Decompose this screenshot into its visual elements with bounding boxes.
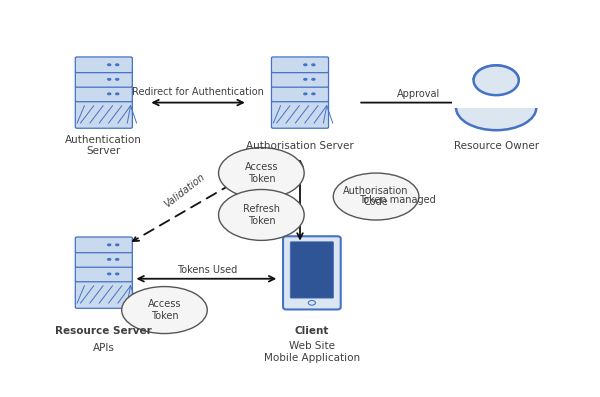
FancyBboxPatch shape (75, 281, 133, 308)
FancyBboxPatch shape (271, 100, 329, 128)
Text: Access
Token: Access Token (245, 162, 278, 184)
FancyBboxPatch shape (290, 242, 334, 298)
FancyBboxPatch shape (75, 237, 133, 253)
FancyBboxPatch shape (283, 236, 341, 310)
FancyBboxPatch shape (271, 57, 329, 73)
Circle shape (115, 93, 119, 95)
Text: Approval: Approval (397, 89, 440, 98)
Text: Tokens Used: Tokens Used (176, 265, 237, 275)
Text: Token managed: Token managed (359, 195, 436, 205)
Text: Refresh
Token: Refresh Token (243, 204, 280, 226)
Circle shape (107, 243, 112, 247)
Circle shape (115, 243, 119, 247)
FancyBboxPatch shape (75, 252, 133, 267)
FancyBboxPatch shape (271, 71, 329, 87)
Bar (452, 80, 541, 108)
Text: Redirect for Authentication: Redirect for Authentication (132, 87, 263, 97)
Circle shape (107, 78, 112, 81)
Ellipse shape (218, 189, 304, 241)
Circle shape (308, 301, 316, 305)
Text: Validation: Validation (162, 172, 206, 210)
Text: APIs: APIs (93, 343, 115, 353)
Circle shape (303, 93, 308, 95)
Circle shape (311, 93, 316, 95)
Circle shape (115, 78, 119, 81)
Text: Access
Token: Access Token (148, 299, 181, 321)
Circle shape (473, 66, 519, 95)
Circle shape (107, 63, 112, 66)
Circle shape (311, 63, 316, 66)
FancyBboxPatch shape (271, 86, 329, 102)
Text: Authentication
Server: Authentication Server (65, 135, 142, 156)
FancyBboxPatch shape (75, 86, 133, 102)
Text: Web Site
Mobile Application: Web Site Mobile Application (264, 341, 360, 363)
FancyBboxPatch shape (75, 100, 133, 128)
Circle shape (115, 272, 119, 276)
FancyBboxPatch shape (75, 71, 133, 87)
Circle shape (115, 258, 119, 261)
Circle shape (303, 78, 308, 81)
FancyBboxPatch shape (75, 57, 133, 73)
Text: Authorisation
Code: Authorisation Code (343, 186, 409, 207)
Text: Resource Server: Resource Server (55, 326, 152, 336)
Circle shape (107, 272, 112, 276)
Text: Client: Client (295, 326, 329, 336)
Ellipse shape (218, 148, 304, 198)
Circle shape (473, 66, 519, 95)
Circle shape (107, 258, 112, 261)
Circle shape (303, 63, 308, 66)
Ellipse shape (456, 85, 536, 130)
Ellipse shape (122, 287, 207, 333)
Text: Authorisation Server: Authorisation Server (246, 141, 354, 150)
Circle shape (115, 63, 119, 66)
Text: Resource Owner: Resource Owner (454, 141, 539, 150)
Ellipse shape (333, 173, 419, 220)
Circle shape (107, 93, 112, 95)
Circle shape (311, 78, 316, 81)
FancyBboxPatch shape (75, 266, 133, 282)
